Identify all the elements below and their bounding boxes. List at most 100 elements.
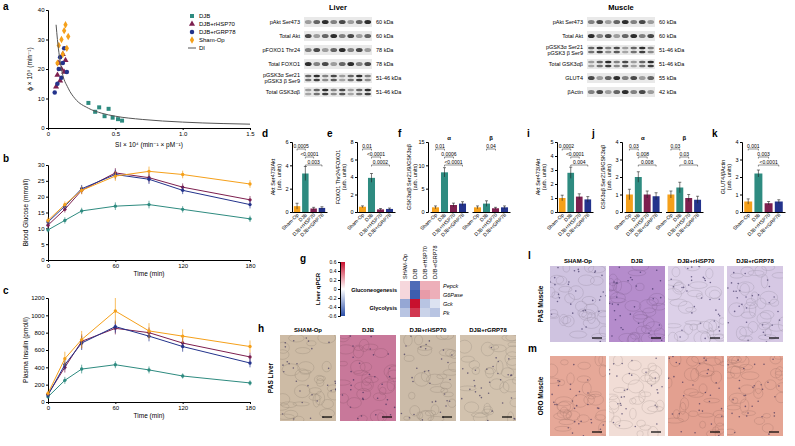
texture xyxy=(502,402,504,404)
texture xyxy=(557,301,559,303)
texture xyxy=(570,389,572,391)
texture xyxy=(727,287,729,289)
texture xyxy=(719,330,721,332)
tick: 400 xyxy=(34,365,48,371)
texture xyxy=(561,317,571,324)
blot-band xyxy=(305,34,312,38)
texture xyxy=(506,335,516,341)
texture xyxy=(578,423,580,425)
point xyxy=(54,71,60,76)
tick-label: 2 xyxy=(350,192,353,198)
tick-mark xyxy=(740,212,742,213)
legend: DJBDJB+rHSP70DJB+rGRP78Sham-OpDI xyxy=(188,13,236,51)
texture xyxy=(714,414,724,426)
axis: 012345 xyxy=(550,139,557,215)
scale-bar xyxy=(592,337,602,338)
texture xyxy=(660,297,662,299)
texture xyxy=(394,407,396,409)
tick-label: 0 xyxy=(285,209,288,215)
tick-mark xyxy=(290,165,292,166)
point xyxy=(46,392,49,395)
texture xyxy=(628,270,646,276)
tick: 0.4 xyxy=(330,268,340,274)
tick-mark xyxy=(740,160,742,161)
blot-size: 51-46 kDa xyxy=(659,61,685,67)
texture xyxy=(727,366,745,373)
texture xyxy=(615,319,617,321)
texture xyxy=(744,273,746,275)
axis-title: Time (min) xyxy=(134,270,165,278)
texture xyxy=(620,327,622,329)
texture xyxy=(462,368,464,370)
texture xyxy=(362,372,372,385)
texture xyxy=(627,334,638,342)
axis: Sham-OpDJBDJB+rHSP70DJB+rGRP78 xyxy=(654,211,703,237)
texture xyxy=(429,382,431,384)
texture xyxy=(668,377,672,387)
tick: 5 xyxy=(41,242,48,248)
point xyxy=(181,189,184,192)
tick-label: 60 xyxy=(112,405,119,411)
texture xyxy=(443,370,456,376)
tick: 0 xyxy=(41,399,48,405)
tick-label: 0.5 xyxy=(112,131,121,137)
texture xyxy=(358,415,368,421)
axis-line xyxy=(426,143,429,213)
p-value: <0.0001 xyxy=(566,151,584,157)
tick-mark xyxy=(183,260,184,262)
texture xyxy=(777,311,779,313)
texture xyxy=(706,373,708,375)
blot-band xyxy=(364,62,371,66)
tick-mark xyxy=(355,177,357,178)
blot-size: 51-46 kDa xyxy=(376,89,402,95)
texture xyxy=(340,335,350,342)
axis: 01234 xyxy=(735,139,742,215)
texture xyxy=(474,385,476,387)
heatmap-cell xyxy=(410,299,420,308)
texture xyxy=(613,356,622,366)
blot-band xyxy=(322,75,328,78)
texture xyxy=(570,303,572,305)
point xyxy=(46,219,49,222)
tick: DJB+rGRP78 xyxy=(481,212,507,238)
tick: DJB+rGRP78 xyxy=(565,212,591,238)
tick-mark xyxy=(46,10,48,11)
blot-band xyxy=(630,20,637,24)
texture xyxy=(721,415,723,417)
point xyxy=(86,101,90,105)
texture xyxy=(484,403,490,413)
texture xyxy=(718,313,720,315)
p-value: 0.0002 xyxy=(559,143,575,149)
panel-letter: h xyxy=(258,323,264,334)
scale-bar xyxy=(710,431,720,432)
tick-mark xyxy=(183,128,184,130)
texture xyxy=(697,321,712,333)
blot-strip xyxy=(304,59,372,69)
blot-band xyxy=(330,62,337,66)
texture xyxy=(619,267,621,269)
heatmap-cell xyxy=(400,290,410,299)
texture xyxy=(597,407,599,409)
blot-band xyxy=(622,61,628,64)
texture xyxy=(599,326,606,336)
tick: 180 xyxy=(245,402,256,411)
blot-strip xyxy=(304,73,372,83)
texture xyxy=(630,408,637,419)
texture xyxy=(554,277,556,279)
texture xyxy=(569,286,584,300)
texture xyxy=(467,372,469,374)
texture xyxy=(306,337,308,339)
texture xyxy=(558,401,574,413)
texture xyxy=(619,425,621,427)
blot-band xyxy=(596,90,603,94)
texture xyxy=(584,266,593,272)
tick-label: 40 xyxy=(38,7,45,13)
tick-label: 2 xyxy=(285,186,288,192)
texture xyxy=(648,366,662,379)
blot-band xyxy=(305,89,311,92)
error-bar xyxy=(434,206,437,209)
tick-label: 1.5 xyxy=(246,131,255,137)
axis-line xyxy=(620,143,623,213)
texture xyxy=(675,362,677,364)
texture xyxy=(670,299,687,306)
